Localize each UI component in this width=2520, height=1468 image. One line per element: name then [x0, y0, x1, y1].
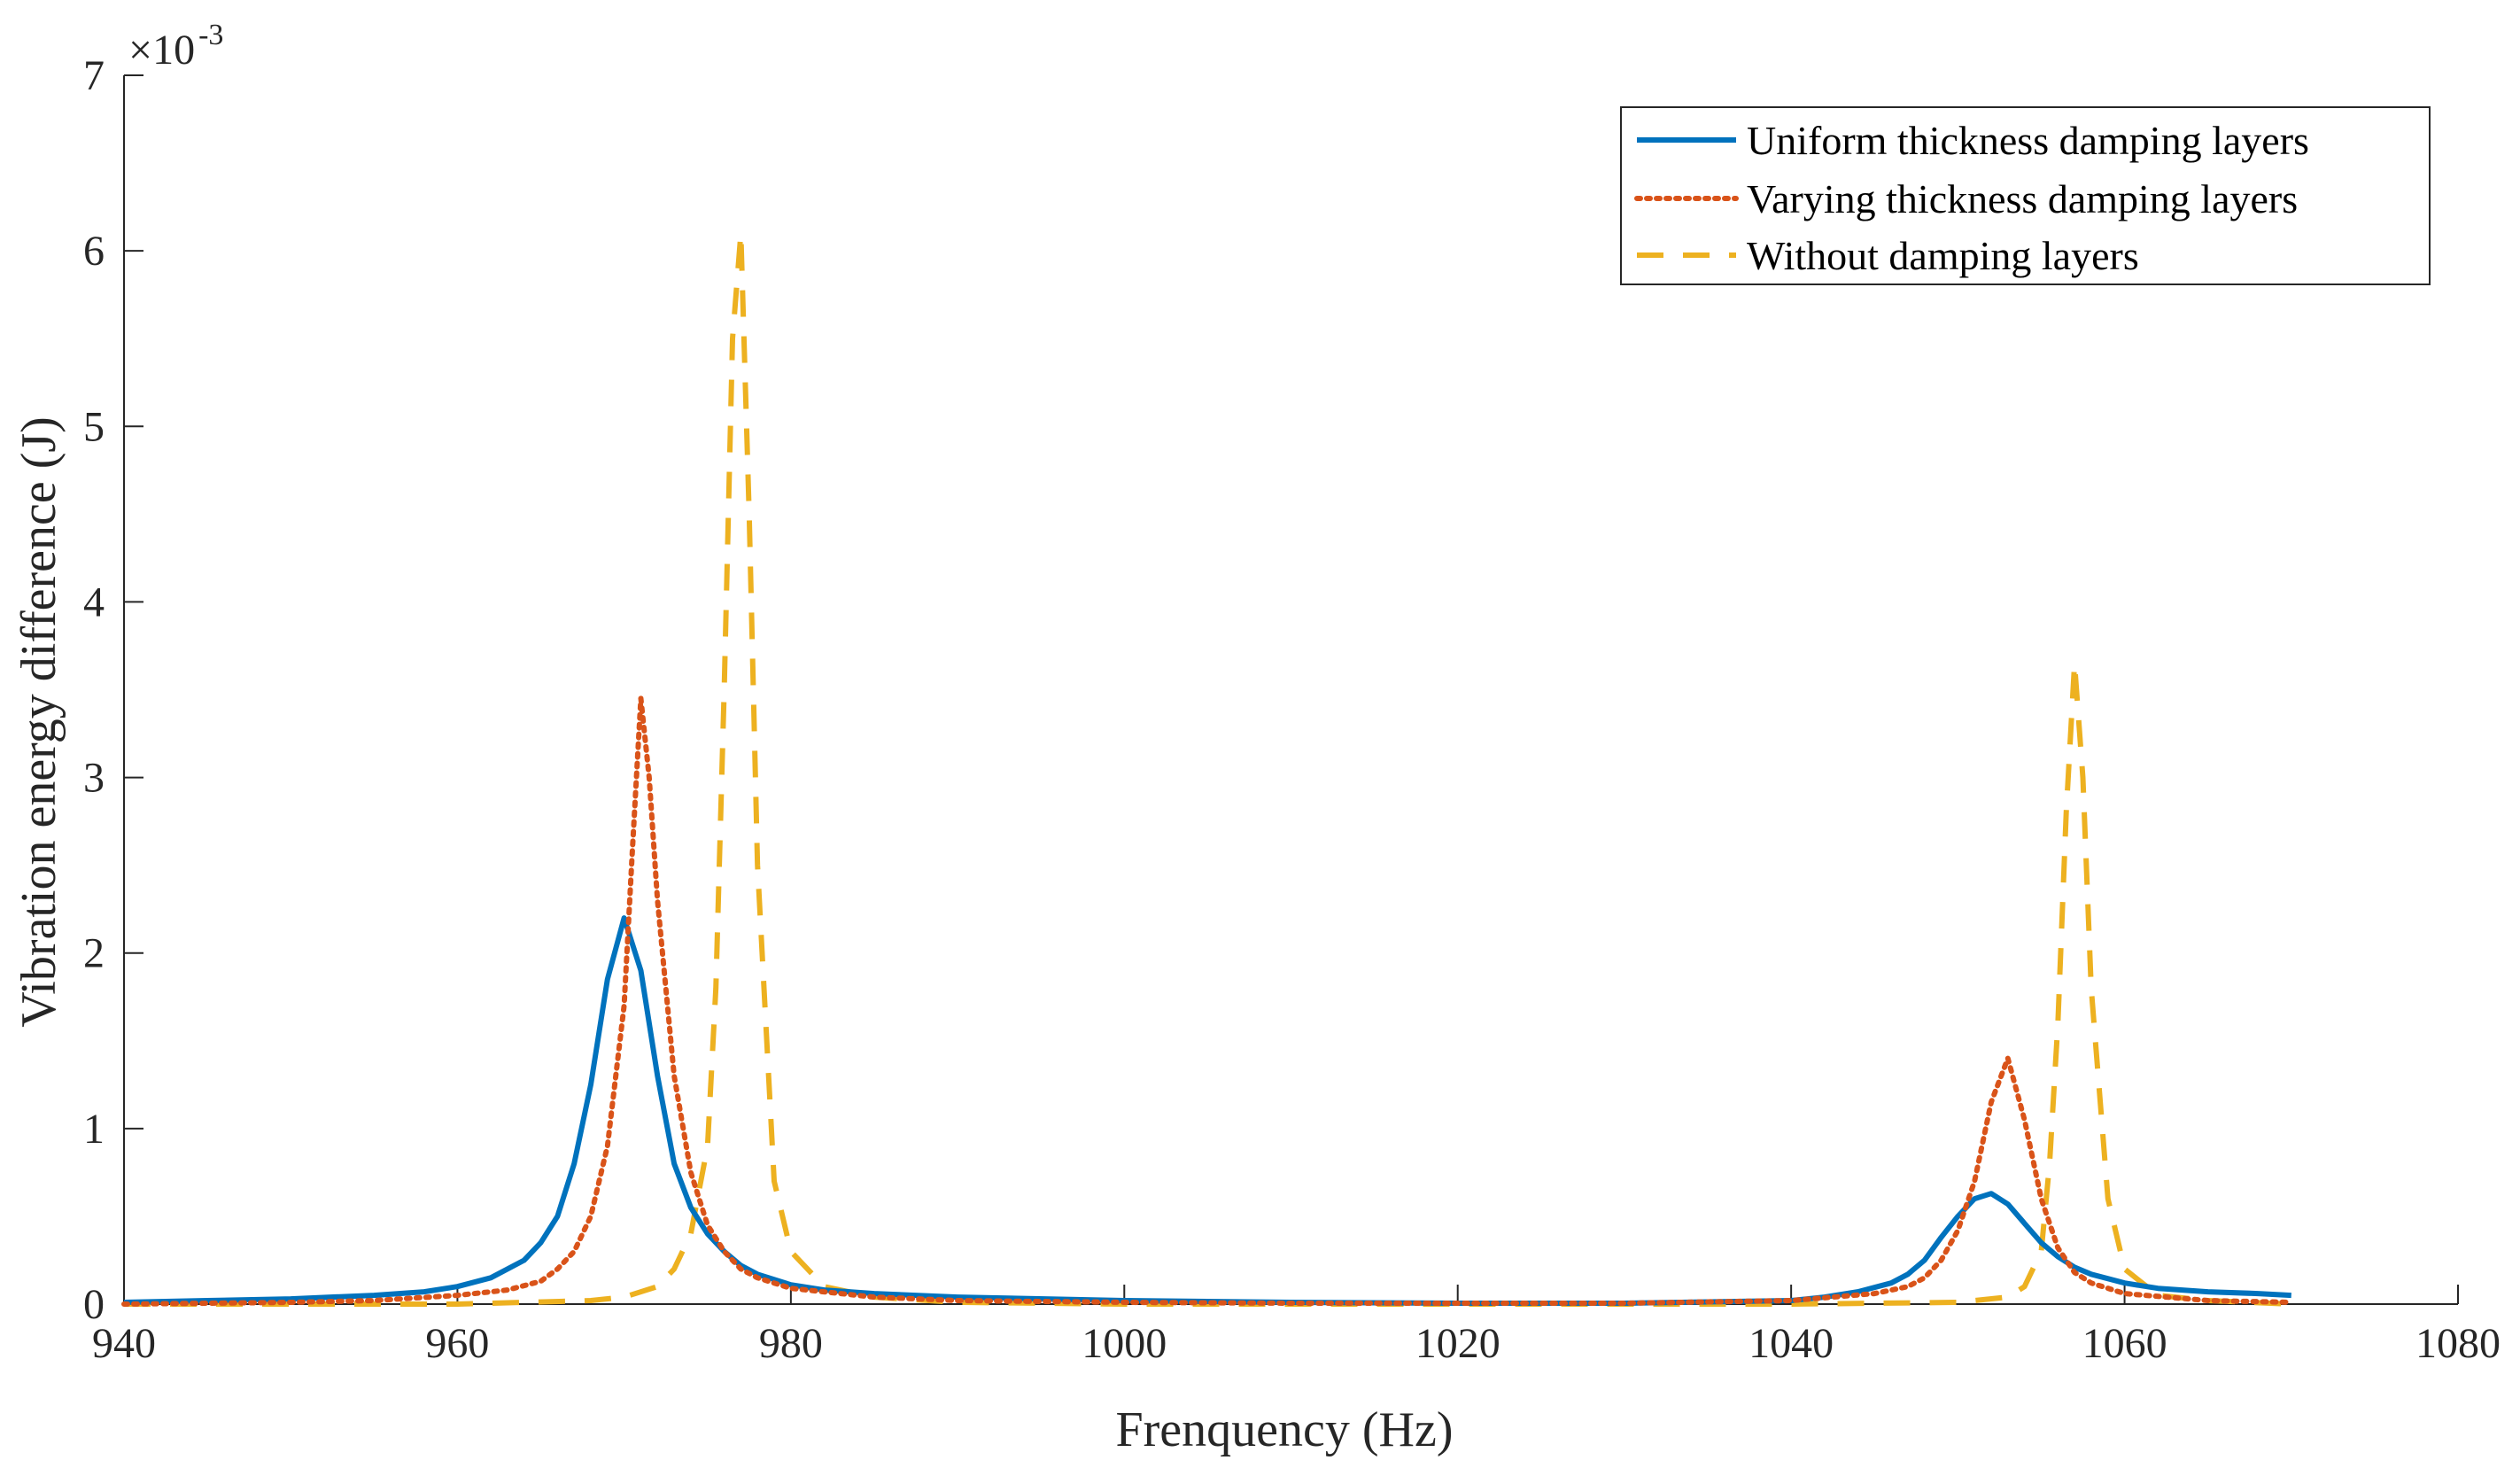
x-tick-label: 1040	[1748, 1320, 1834, 1367]
y-tick-label: 7	[83, 52, 105, 99]
y-axis-multiplier-base: ×10	[128, 27, 195, 74]
y-axis-multiplier-exponent: -3	[198, 19, 223, 51]
y-axis-label: Vibration energy difference (J)	[12, 416, 66, 1028]
series-line-without	[124, 230, 2291, 1307]
x-tick-label: 1000	[1082, 1320, 1167, 1367]
legend-box	[1620, 106, 2431, 285]
series-line-uniform	[123, 915, 2291, 1306]
x-tick-label: 1060	[2082, 1320, 2167, 1367]
y-tick-label: 0	[83, 1281, 105, 1328]
legend-label-without: Without damping layers	[1747, 233, 2139, 278]
x-tick-label: 940	[92, 1320, 156, 1367]
y-tick-label: 2	[83, 930, 105, 977]
series-line-varying	[121, 695, 2294, 1307]
x-tick-label: 1020	[1415, 1320, 1500, 1367]
legend-label-varying: Varying thickness damping layers	[1747, 176, 2298, 221]
y-tick-label: 3	[83, 755, 105, 802]
legend: Uniform thickness damping layers Varying…	[1620, 106, 2431, 285]
legend-label-uniform: Uniform thickness damping layers	[1747, 118, 2309, 163]
legend-entry-varying: Varying thickness damping layers	[1634, 176, 2298, 221]
legend-entry-without: Without damping layers	[1637, 233, 2139, 278]
y-tick-label: 6	[83, 228, 105, 275]
legend-entry-uniform: Uniform thickness damping layers	[1637, 118, 2309, 163]
y-tick-label: 1	[83, 1106, 105, 1153]
x-tick-label: 960	[425, 1320, 489, 1367]
y-tick-label: 5	[83, 403, 105, 450]
y-axis-multiplier: ×10 -3	[128, 19, 223, 74]
x-tick-label: 1080	[2415, 1320, 2501, 1367]
x-tick-label: 980	[759, 1320, 823, 1367]
x-axis-label: Frenquency (Hz)	[1116, 1402, 1454, 1457]
y-tick-label: 4	[83, 579, 105, 625]
